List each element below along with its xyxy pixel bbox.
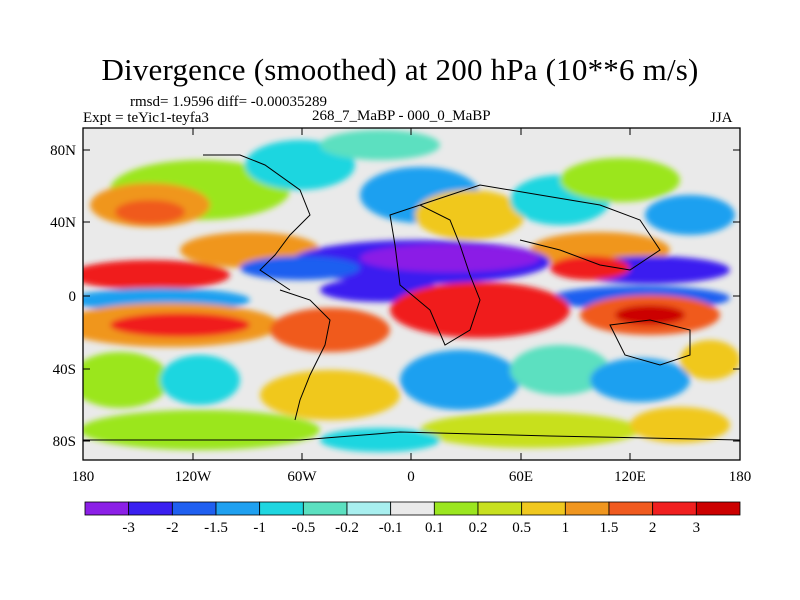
contour-patch (160, 355, 240, 405)
colorbar-label: -0.5 (291, 520, 315, 536)
comparison-label: 268_7_MaBP - 000_0_MaBP (312, 108, 491, 124)
contour-field (83, 130, 740, 452)
coastlines (83, 154, 740, 441)
colorbar-swatch (128, 501, 173, 516)
contour-patch (320, 130, 440, 160)
contour-patch (680, 340, 740, 380)
stats-label: rmsd= 1.9596 diff= -0.00035289 (130, 94, 328, 110)
contour-patch (400, 350, 520, 410)
colorbar-swatch (171, 501, 217, 516)
contour-patch (83, 352, 170, 408)
lat-tick-label: 40S (53, 362, 76, 378)
lon-axis: 180 120W 60W 0 60E 120E 180 (72, 128, 752, 485)
colorbar-label: 1.5 (600, 520, 619, 536)
contour-patch (550, 256, 630, 280)
coastline-antarctica (83, 431, 740, 441)
colorbar-swatch (521, 501, 566, 516)
colorbar-label: 1 (562, 520, 570, 536)
contour-patch (415, 190, 525, 240)
lat-tick-label: 40N (50, 215, 76, 231)
colorbar-label: -0.1 (379, 520, 403, 536)
colorbar-swatch (84, 501, 130, 516)
coastline-australia (609, 319, 691, 366)
contour-patch (630, 407, 730, 443)
colorbar-swatch (215, 501, 261, 516)
contour-patch (115, 200, 185, 224)
coastline-eurasia (419, 184, 661, 271)
lon-tick-label: 60E (509, 469, 533, 485)
contour-patch (590, 358, 690, 402)
contour-patch (83, 260, 230, 290)
contour-patch (240, 256, 360, 280)
contour-patch (260, 370, 400, 420)
colorbar-label: -1.5 (204, 520, 228, 536)
colorbar-swatch (259, 501, 304, 516)
lat-tick-label: 80N (50, 143, 76, 159)
colorbar-swatch (695, 501, 741, 516)
lon-tick-label: 60W (287, 469, 317, 485)
colorbar-swatch (346, 501, 392, 516)
colorbar-swatch (608, 501, 654, 516)
colorbar: -3 -2 -1.5 -1 -0.5 -0.2 -0.1 0.1 0.2 0.5 1 1.5 2 3 (84, 501, 741, 536)
colorbar-label: 2 (649, 520, 657, 536)
lon-tick-label: 180 (729, 469, 752, 485)
coastline-africa (389, 204, 481, 346)
contour-patch (615, 305, 685, 325)
colorbar-label: -2 (166, 520, 179, 536)
lon-tick-label: 180 (72, 469, 95, 485)
contour-patch (320, 428, 440, 452)
colorbar-swatch (433, 501, 479, 516)
colorbar-swatch (302, 501, 348, 516)
colorbar-swatch (390, 501, 435, 516)
lat-tick-label: 80S (53, 434, 76, 450)
contour-patch (83, 410, 320, 450)
colorbar-label: -1 (253, 520, 266, 536)
lat-tick-label: 0 (69, 289, 77, 305)
lon-tick-label: 0 (407, 469, 415, 485)
colorbar-label: 3 (693, 520, 701, 536)
experiment-label: Expt = teYic1-teyfa3 (83, 110, 209, 126)
colorbar-swatch (564, 501, 610, 516)
contour-patch (245, 140, 355, 190)
contour-patch (510, 345, 610, 395)
map-field (83, 128, 740, 460)
coastline-north-america (203, 154, 311, 291)
page-title: Divergence (smoothed) at 200 hPa (10**6 … (101, 52, 699, 87)
lon-tick-label: 120W (175, 469, 213, 485)
colorbar-label: -0.2 (335, 520, 359, 536)
coastline-south-america (279, 289, 331, 421)
colorbar-label: 0.1 (425, 520, 444, 536)
colorbar-label: 0.2 (469, 520, 488, 536)
colorbar-swatch (652, 501, 697, 516)
contour-patch (110, 313, 250, 337)
contour-patch (270, 308, 390, 352)
colorbar-label: -3 (122, 520, 135, 536)
lon-tick-label: 120E (614, 469, 646, 485)
contour-patch (390, 282, 570, 338)
contour-patch (360, 244, 540, 272)
contour-patch (645, 195, 735, 235)
contour-patch (420, 412, 640, 448)
lat-axis: 80N 40N 0 40S 80S (50, 143, 740, 450)
colorbar-swatch (477, 501, 523, 516)
season-label: JJA (710, 110, 733, 126)
contour-patch (560, 158, 680, 202)
colorbar-label: 0.5 (512, 520, 531, 536)
